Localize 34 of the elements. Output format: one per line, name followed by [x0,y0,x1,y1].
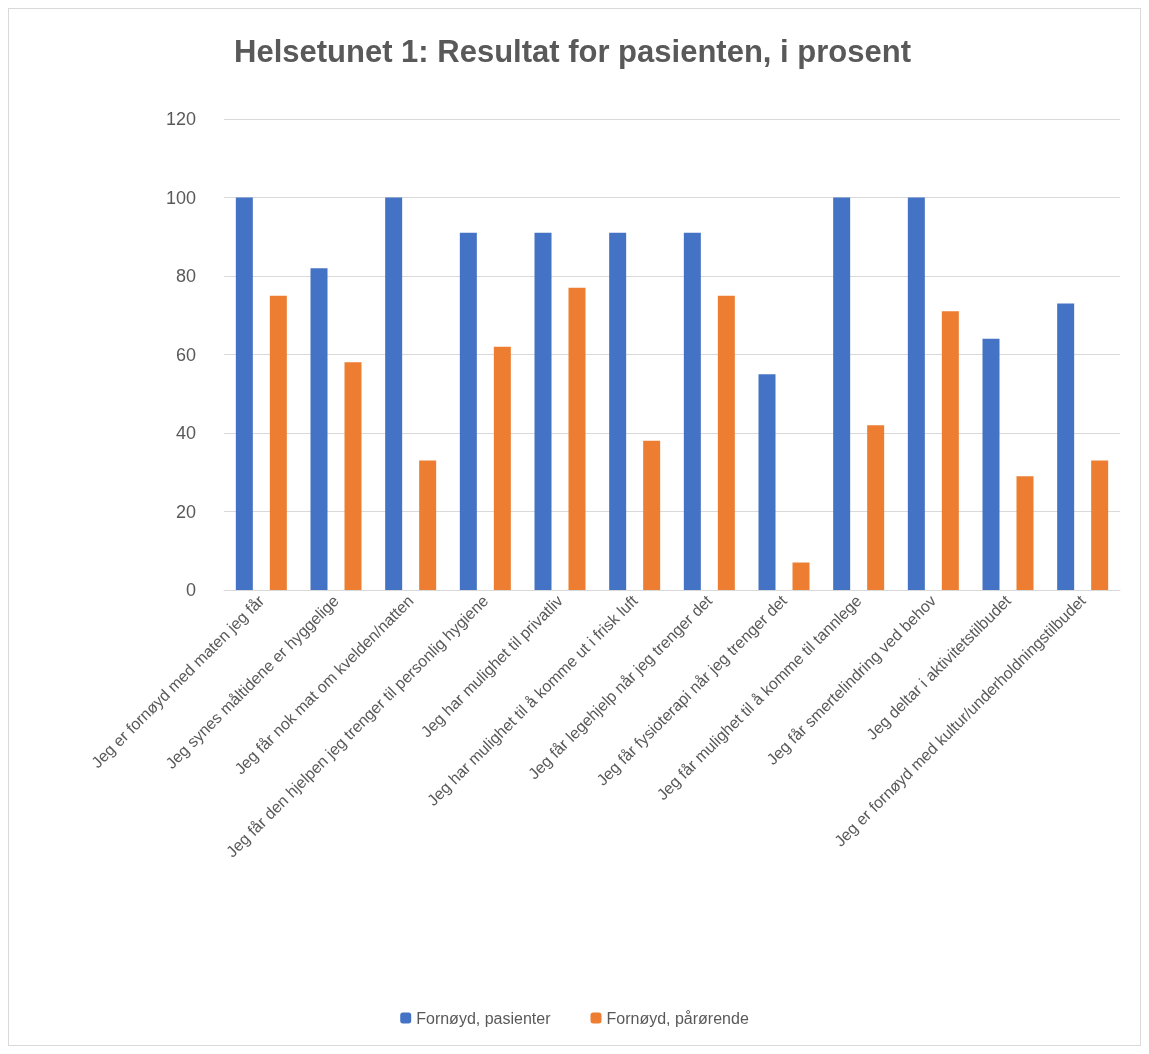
bar [1016,476,1034,590]
y-tick-label: 100 [165,187,196,208]
y-tick-label: 40 [175,423,196,443]
y-tick-label: 80 [175,266,196,286]
bar [235,197,253,590]
legend-label: Fornøyd, pasienter [416,1009,552,1027]
bar [419,460,437,590]
y-tick-label: 0 [185,580,196,600]
y-tick-label: 20 [175,501,196,522]
bar [867,425,885,590]
bar [907,197,925,590]
bar [1091,460,1109,590]
bar [833,197,851,590]
bar [717,295,735,590]
bar [459,232,477,590]
bar [344,362,362,590]
bar [534,232,552,590]
y-tick-label: 120 [165,109,196,129]
y-tick-label: 60 [175,344,196,365]
bar [568,287,586,590]
bar [609,232,627,590]
bar [269,295,287,590]
chart-title: Helsetunet 1: Resultat for pasienten, i prosent [234,34,911,69]
bar [385,197,403,590]
legend-label: Fornøyd, pårørende [606,1009,749,1027]
bar [941,311,959,590]
bar [310,268,328,590]
bar [643,440,661,590]
bar [493,346,511,590]
bar [683,232,701,590]
bar [758,374,776,590]
bar [792,562,810,590]
bar [1057,303,1075,590]
bar [982,338,1000,590]
